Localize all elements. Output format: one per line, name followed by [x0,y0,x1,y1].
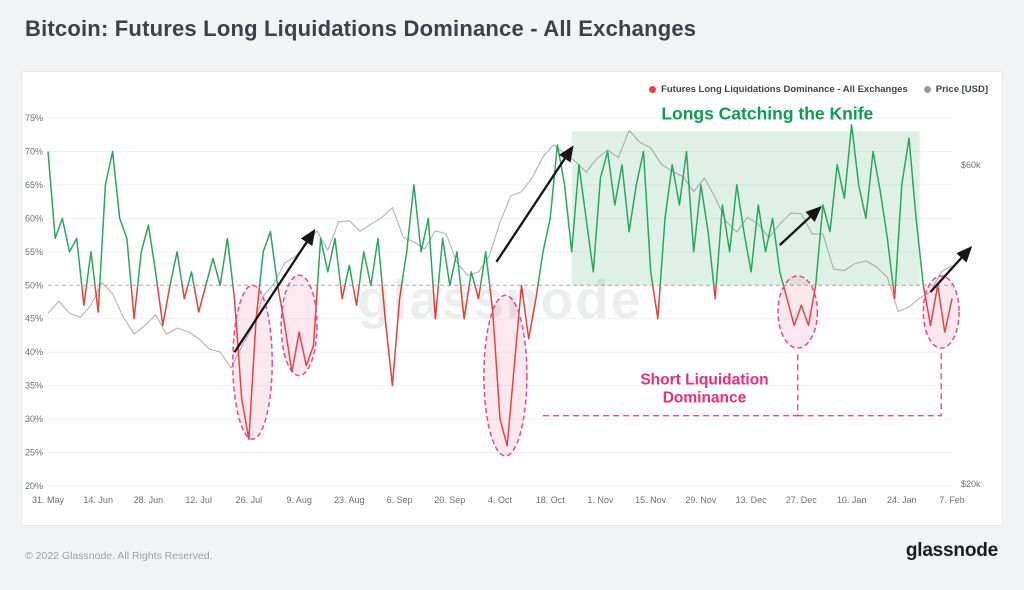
glassnode-logo: glassnode [905,540,998,561]
chart-legend: Futures Long Liquidations Dominance - Al… [649,84,988,95]
x-tick-label: 18. Oct [536,495,566,505]
x-tick-label: 28. Jun [134,495,164,505]
price-axis-labels: $60k $20k [961,160,981,489]
trend-arrow [495,145,574,263]
x-tick-label: 1. Nov [587,495,614,505]
y-tick-label: 45% [25,314,43,324]
y-tick-label: 35% [25,381,43,391]
x-tick-label: 31. May [32,495,65,505]
y-tick-label: 55% [25,247,43,257]
y-tick-label: 75% [25,113,43,123]
chart-card: 75% 70% 65% 60% 55% 50% 45% 40% 35% 30% 25% 20% 31. … [22,72,1002,525]
y-tick-label: 20% [25,481,43,491]
x-tick-label: 29. Nov [685,495,717,505]
x-tick-label: 23. Aug [334,495,365,505]
y-tick-label: 65% [25,180,43,190]
price-line [47,129,953,369]
x-tick-label: 12. Jul [185,495,212,505]
longs-catching-knife-label: Longs Catching the Knife [661,103,873,123]
trend-arrow [929,245,973,293]
highlight-ellipse [777,275,819,349]
short-liquidation-dominance-label: Short Liquidation Dominance [640,371,768,406]
copyright-text: © 2022 Glassnode. All Rights Reserved. [25,550,213,562]
y-axis-labels: 75% 70% 65% 60% 55% 50% 45% 40% 35% 30% 25% 20% [25,113,43,491]
trend-arrow [779,205,822,246]
legend-dot-red [649,86,657,93]
page-title: Bitcoin: Futures Long Liquidations Domin… [25,16,697,41]
price-tick-label: $20k [961,479,981,489]
legend-label-price: Price [USD] [935,84,988,95]
legend-dot-gray [923,86,931,93]
x-tick-label: 24. Jan [887,495,917,505]
chart-canvas[interactable]: 75% 70% 65% 60% 55% 50% 45% 40% 35% 30% 25% 20% 31. … [22,72,1002,525]
x-axis-labels: 31. May 14. Jun 28. Jun 12. Jul 26. Jul 9. Au… [32,495,965,505]
x-tick-label: 9. Aug [286,495,312,505]
highlight-ellipse [280,274,318,377]
highlight-ellipse [483,294,528,457]
trend-arrow [233,228,316,353]
legend-item-dominance[interactable]: Futures Long Liquidations Dominance - Al… [649,84,908,95]
x-tick-label: 7. Feb [939,495,965,505]
x-tick-label: 15. Nov [635,495,667,505]
highlight-ellipse [232,284,273,440]
y-tick-label: 50% [25,280,43,290]
green-region [571,131,920,286]
x-tick-label: 27. Dec [786,495,818,505]
x-tick-label: 6. Sep [387,495,413,505]
dominance-line-red [80,285,953,447]
x-tick-label: 20. Sep [434,495,465,505]
highlight-ellipse [922,275,960,349]
y-tick-label: 60% [25,213,43,223]
price-tick-label: $60k [961,160,981,170]
y-tick-label: 25% [25,448,43,458]
grid-lines [48,117,952,487]
x-tick-label: 13. Dec [736,495,768,505]
x-tick-label: 4. Oct [488,495,513,505]
y-tick-label: 40% [25,347,43,357]
y-tick-label: 30% [25,414,43,424]
legend-label-dominance: Futures Long Liquidations Dominance - Al… [661,84,908,95]
x-tick-label: 10. Jan [837,495,867,505]
x-tick-label: 14. Jun [83,495,113,505]
connector-line [543,350,942,417]
x-tick-label: 26. Jul [236,495,263,505]
legend-item-price[interactable]: Price [USD] [923,84,988,95]
y-tick-label: 70% [25,146,43,156]
